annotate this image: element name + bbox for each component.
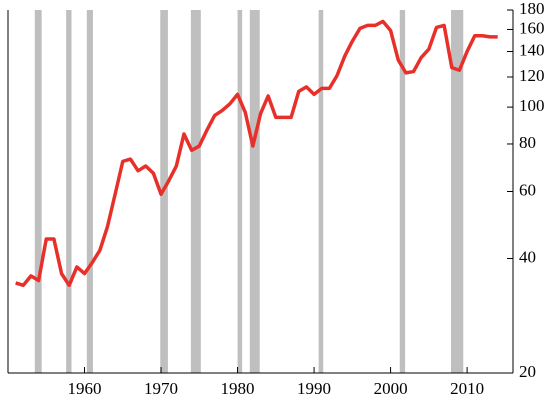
x-tick-label: 2000	[374, 379, 408, 398]
recession-band	[237, 10, 243, 373]
y-tick-label: 120	[519, 66, 545, 85]
y-tick-label: 80	[519, 133, 536, 152]
recession-band	[86, 10, 93, 373]
recession-band	[190, 10, 201, 373]
recession-band	[249, 10, 260, 373]
y-tick-label: 160	[519, 18, 545, 37]
y-tick-label: 40	[519, 247, 536, 266]
y-tick-label: 100	[519, 96, 545, 115]
recession-band	[66, 10, 72, 373]
x-tick-label: 1980	[221, 379, 255, 398]
y-tick-label: 140	[519, 40, 545, 59]
x-tick-label: 1960	[68, 379, 102, 398]
recession-band	[318, 10, 324, 373]
y-tick-label: 60	[519, 180, 536, 199]
y-tick-label: 20	[519, 362, 536, 381]
recession-band	[399, 10, 406, 373]
x-tick-label: 2010	[450, 379, 484, 398]
recession-band	[451, 10, 464, 373]
x-tick-label: 1990	[297, 379, 331, 398]
x-tick-label: 1970	[144, 379, 178, 398]
data-line	[15, 19, 498, 288]
y-tick-label: 180	[519, 0, 545, 18]
recession-band	[34, 10, 42, 373]
